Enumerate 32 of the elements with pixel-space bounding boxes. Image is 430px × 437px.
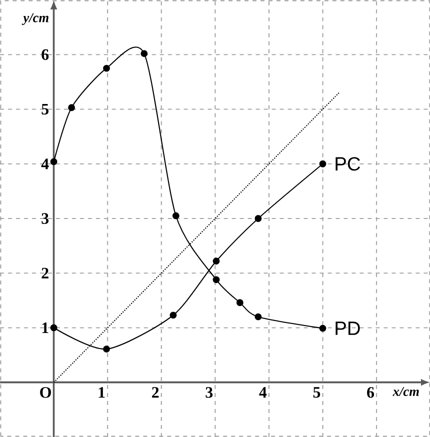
series-label: PD <box>336 322 360 335</box>
y-tick-label: 1 <box>42 322 48 334</box>
x-tick-label: 3 <box>206 387 212 398</box>
point <box>254 215 262 222</box>
x-tick-label: O <box>40 387 51 398</box>
x-tick-label: 1 <box>98 387 105 398</box>
point <box>236 299 244 306</box>
y-tick-label: 6 <box>41 49 48 60</box>
y-tick-label: 3 <box>42 213 48 224</box>
point <box>319 160 326 168</box>
point <box>212 258 220 265</box>
series-label: PC <box>336 157 360 171</box>
y-tick-label: 4 <box>41 158 49 170</box>
point <box>172 212 180 220</box>
point <box>254 313 262 320</box>
point <box>50 158 58 166</box>
point <box>102 346 110 353</box>
point <box>68 104 75 112</box>
y-tick-label: 2 <box>42 268 48 278</box>
x-tick-label: 6 <box>366 387 374 398</box>
point <box>170 312 177 319</box>
point <box>102 64 110 72</box>
point <box>212 276 220 284</box>
y-axis-title: y/cm <box>22 13 48 25</box>
x-axis-title: x/cm <box>392 387 419 396</box>
x-tick-label: 4 <box>258 387 266 398</box>
point <box>50 324 58 332</box>
x-tick-label: 5 <box>313 387 320 398</box>
y-tick-label: 5 <box>42 104 48 115</box>
point <box>140 50 148 58</box>
point <box>319 324 326 332</box>
x-tick-label: 2 <box>152 387 158 398</box>
